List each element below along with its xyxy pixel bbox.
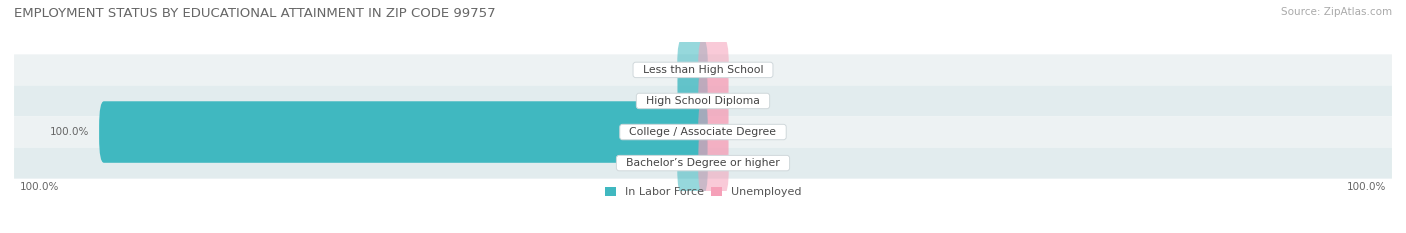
Text: 0.0%: 0.0% <box>641 158 666 168</box>
Text: 0.0%: 0.0% <box>740 96 765 106</box>
FancyBboxPatch shape <box>678 70 707 132</box>
Text: College / Associate Degree: College / Associate Degree <box>623 127 783 137</box>
FancyBboxPatch shape <box>699 101 728 163</box>
Legend: In Labor Force, Unemployed: In Labor Force, Unemployed <box>605 187 801 197</box>
Text: 0.0%: 0.0% <box>641 65 666 75</box>
Text: 100.0%: 100.0% <box>49 127 89 137</box>
FancyBboxPatch shape <box>14 116 1392 147</box>
Text: EMPLOYMENT STATUS BY EDUCATIONAL ATTAINMENT IN ZIP CODE 99757: EMPLOYMENT STATUS BY EDUCATIONAL ATTAINM… <box>14 7 496 20</box>
FancyBboxPatch shape <box>100 101 707 163</box>
FancyBboxPatch shape <box>678 39 707 101</box>
Text: 0.0%: 0.0% <box>641 96 666 106</box>
FancyBboxPatch shape <box>699 39 728 101</box>
FancyBboxPatch shape <box>14 54 1392 86</box>
Text: 0.0%: 0.0% <box>740 127 765 137</box>
FancyBboxPatch shape <box>678 132 707 194</box>
Text: 0.0%: 0.0% <box>740 158 765 168</box>
FancyBboxPatch shape <box>699 132 728 194</box>
Text: Source: ZipAtlas.com: Source: ZipAtlas.com <box>1281 7 1392 17</box>
Text: Bachelor’s Degree or higher: Bachelor’s Degree or higher <box>619 158 787 168</box>
FancyBboxPatch shape <box>699 70 728 132</box>
Text: 100.0%: 100.0% <box>1347 182 1386 192</box>
Text: High School Diploma: High School Diploma <box>640 96 766 106</box>
Text: 100.0%: 100.0% <box>20 182 59 192</box>
Text: Less than High School: Less than High School <box>636 65 770 75</box>
FancyBboxPatch shape <box>14 147 1392 179</box>
FancyBboxPatch shape <box>14 86 1392 116</box>
Text: 0.0%: 0.0% <box>740 65 765 75</box>
